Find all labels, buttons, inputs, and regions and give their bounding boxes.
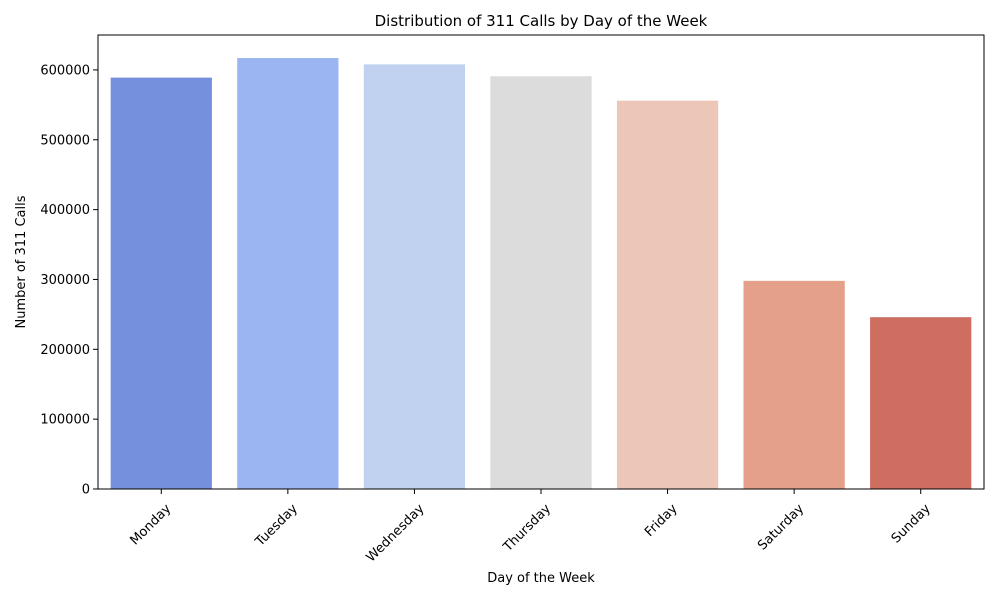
x-tick-label: Tuesday bbox=[252, 501, 301, 550]
bars-layer bbox=[110, 58, 972, 490]
bar-thursday bbox=[490, 76, 592, 490]
x-tick-label: Monday bbox=[127, 501, 174, 548]
y-axis-label: Number of 311 Calls bbox=[14, 195, 29, 328]
x-axis-label: Day of the Week bbox=[487, 571, 595, 586]
x-tick-label: Wednesday bbox=[364, 501, 428, 565]
y-tick-label: 400000 bbox=[40, 203, 90, 218]
x-tick-label: Saturday bbox=[755, 501, 807, 553]
x-ticks: Monday Tuesday Wednesday Thursday Friday Satu… bbox=[127, 489, 934, 565]
y-ticks: 0 100000 200000 300000 400000 500000 600000 bbox=[40, 63, 98, 498]
x-tick-label: Sunday bbox=[889, 501, 934, 546]
bar-monday bbox=[110, 77, 212, 490]
y-tick-label: 0 bbox=[82, 483, 90, 498]
bar-wednesday bbox=[363, 64, 466, 489]
bar-tuesday bbox=[237, 58, 339, 490]
bar-saturday bbox=[743, 280, 845, 489]
y-tick-label: 600000 bbox=[40, 63, 90, 78]
chart-title: Distribution of 311 Calls by Day of the … bbox=[375, 12, 708, 30]
bar-friday bbox=[616, 100, 719, 489]
bar-sunday bbox=[870, 317, 972, 489]
x-tick-label: Friday bbox=[642, 501, 681, 540]
y-tick-label: 300000 bbox=[40, 273, 90, 288]
y-tick-label: 500000 bbox=[40, 133, 90, 148]
y-tick-label: 100000 bbox=[40, 413, 90, 428]
x-tick-label: Thursday bbox=[500, 501, 554, 555]
y-tick-label: 200000 bbox=[40, 343, 90, 358]
